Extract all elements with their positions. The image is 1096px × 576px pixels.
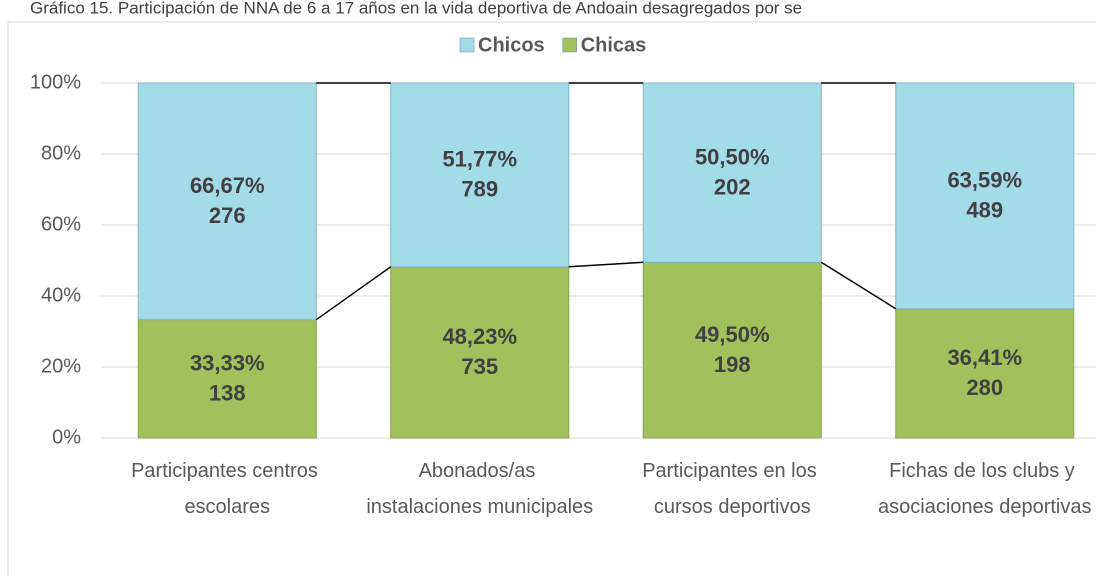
count-label: 789	[461, 177, 498, 202]
bar-segment	[895, 308, 1075, 439]
series-line	[568, 261, 644, 268]
count-label: 138	[209, 381, 246, 406]
x-tick-label: Participantes centros escolares	[131, 460, 323, 518]
value-label: 51,77%	[442, 147, 517, 172]
y-tick-label: 60%	[41, 213, 81, 235]
count-label: 276	[209, 203, 246, 228]
count-label: 202	[714, 174, 751, 199]
bar-segment	[895, 82, 1075, 310]
count-label: 280	[966, 375, 1003, 400]
y-tick-label: 20%	[41, 355, 81, 377]
y-tick-label: 0%	[52, 426, 81, 448]
value-label: 36,41%	[947, 345, 1022, 370]
bar-segment	[390, 82, 570, 268]
legend-swatch	[459, 37, 475, 53]
count-label: 735	[461, 354, 498, 379]
value-label: 66,67%	[190, 173, 265, 198]
x-tick-label: Fichas de los clubs y asociaciones depor…	[878, 460, 1091, 518]
count-label: 489	[966, 198, 1003, 223]
y-tick-label: 80%	[41, 142, 81, 164]
y-tick-label: 40%	[41, 284, 81, 306]
bar-segment	[642, 261, 822, 439]
bar-segment	[137, 319, 317, 439]
series-line	[820, 261, 897, 310]
value-label: 49,50%	[695, 322, 770, 347]
value-label: 33,33%	[190, 351, 265, 376]
x-tick-label: Participantes en los cursos deportivos	[642, 460, 822, 518]
y-tick-label: 100%	[30, 71, 81, 93]
chart-title: Gráfico 15. Participación de NNA de 6 a …	[30, 0, 802, 17]
value-label: 50,50%	[695, 144, 770, 169]
legend-swatch	[562, 37, 577, 53]
bar-segment	[390, 266, 570, 439]
bar-segment	[642, 82, 822, 263]
legend-label: Chicos	[478, 34, 545, 56]
legend-label: Chicas	[581, 34, 647, 56]
count-label: 198	[714, 352, 751, 377]
bar-segment	[137, 82, 317, 321]
series-line	[315, 266, 392, 321]
value-label: 48,23%	[442, 324, 517, 349]
value-label: 63,59%	[947, 168, 1022, 193]
x-tick-label: Abonados/as instalaciones municipales	[366, 460, 593, 518]
